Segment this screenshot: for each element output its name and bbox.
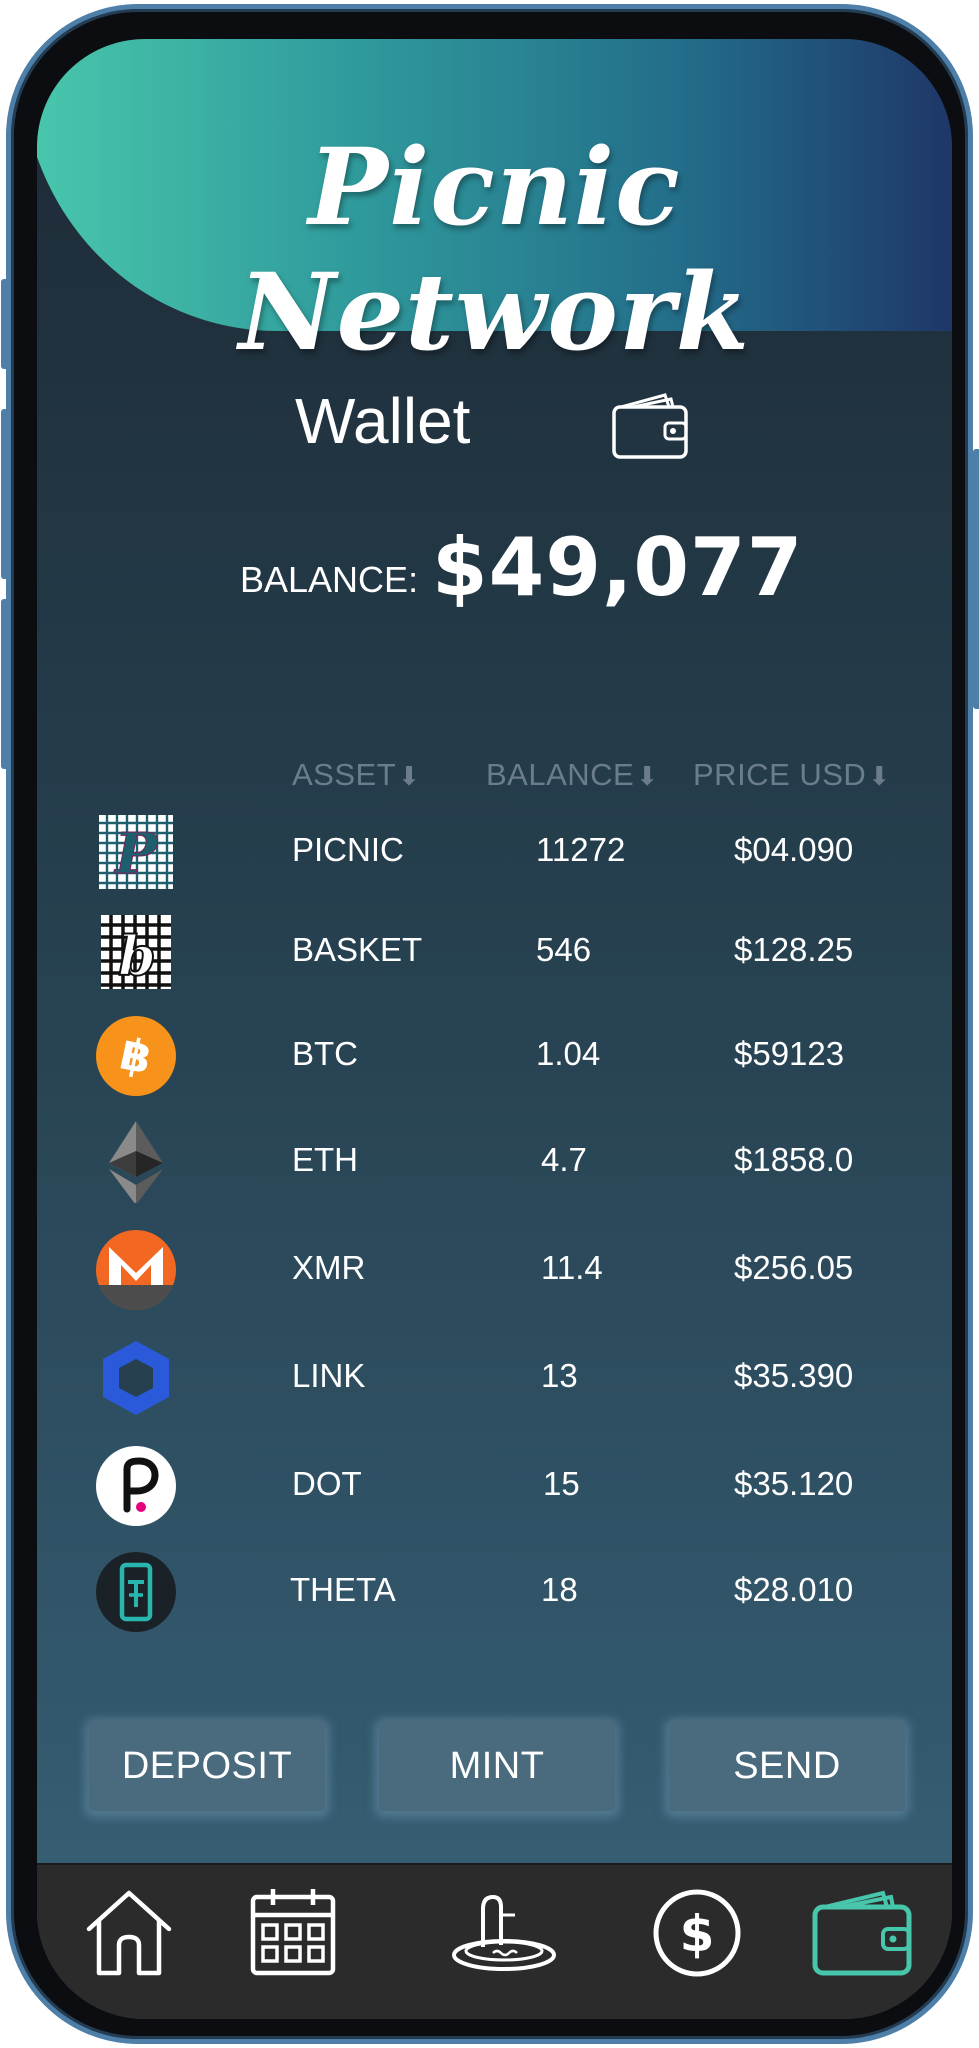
app-title: Picnic Network bbox=[238, 124, 751, 374]
side-button bbox=[1, 409, 9, 579]
deposit-button[interactable]: DEPOSIT bbox=[89, 1721, 325, 1811]
column-header-asset[interactable]: ASSET⬇ bbox=[292, 757, 420, 793]
table-row[interactable]: LINK 13 $35.390 bbox=[37, 1337, 952, 1417]
asset-balance: 4.7 bbox=[541, 1141, 587, 1178]
asset-balance: 15 bbox=[543, 1465, 580, 1502]
bottom-nav: $ bbox=[37, 1863, 952, 2019]
asset-price: $59123 bbox=[734, 1035, 845, 1072]
arrow-down-icon: ⬇ bbox=[636, 761, 659, 791]
polkadot-icon bbox=[96, 1446, 176, 1526]
column-header-label: PRICE USD bbox=[693, 757, 867, 792]
mint-button[interactable]: MINT bbox=[379, 1721, 615, 1811]
table-row[interactable]: P PICNIC 11272 $04.090 bbox=[37, 811, 952, 891]
table-row[interactable]: ฿ BTC 1.04 $59123 bbox=[37, 1015, 952, 1096]
asset-price: $35.390 bbox=[734, 1357, 854, 1394]
column-header-label: BALANCE bbox=[486, 757, 635, 792]
asset-price: $04.090 bbox=[734, 831, 854, 868]
asset-price: $1858.0 bbox=[734, 1141, 854, 1178]
send-button[interactable]: SEND bbox=[669, 1721, 905, 1811]
table-row[interactable]: b BASKET 546 $128.25 bbox=[37, 911, 952, 991]
monero-icon bbox=[96, 1230, 176, 1310]
chainlink-icon bbox=[103, 1341, 169, 1415]
asset-name: XMR bbox=[292, 1249, 366, 1286]
asset-name: THETA bbox=[290, 1571, 396, 1608]
asset-balance: 13 bbox=[541, 1357, 578, 1394]
asset-name: BTC bbox=[292, 1035, 358, 1072]
ethereum-icon bbox=[109, 1121, 163, 1203]
asset-price: $128.25 bbox=[734, 931, 854, 968]
wallet-title: Wallet bbox=[295, 385, 471, 457]
app-header bbox=[37, 39, 952, 331]
wallet-icon[interactable] bbox=[811, 1885, 915, 1981]
asset-price: $256.05 bbox=[734, 1249, 854, 1286]
svg-text:b: b bbox=[118, 924, 156, 988]
screen: Picnic Network Wallet BALANCE: $49,077 A… bbox=[37, 39, 952, 2019]
asset-price: $35.120 bbox=[734, 1465, 854, 1502]
side-button bbox=[973, 449, 979, 709]
picnic-basket-icon[interactable] bbox=[449, 1885, 559, 1981]
asset-balance: 11.4 bbox=[541, 1249, 603, 1286]
home-icon[interactable] bbox=[81, 1885, 177, 1981]
table-row[interactable]: ETH 4.7 $1858.0 bbox=[37, 1121, 952, 1203]
asset-name: ETH bbox=[292, 1141, 358, 1178]
dollar-icon[interactable]: $ bbox=[649, 1885, 745, 1981]
asset-name: BASKET bbox=[292, 931, 423, 968]
asset-price: $28.010 bbox=[734, 1571, 854, 1608]
table-row[interactable]: XMR 11.4 $256.05 bbox=[37, 1229, 952, 1310]
calendar-icon[interactable] bbox=[245, 1885, 341, 1981]
table-row[interactable]: THETA 18 $28.010 bbox=[37, 1551, 952, 1632]
asset-balance: 11272 bbox=[536, 831, 626, 868]
phone-frame: Picnic Network Wallet BALANCE: $49,077 A… bbox=[1, 4, 979, 2044]
asset-balance: 18 bbox=[541, 1571, 578, 1608]
column-header-label: ASSET bbox=[292, 757, 397, 792]
balance-value: $49,077 bbox=[432, 521, 804, 614]
arrow-down-icon: ⬇ bbox=[398, 761, 421, 791]
side-button bbox=[1, 279, 9, 369]
side-button bbox=[1, 599, 9, 769]
table-row[interactable]: DOT 15 $35.120 bbox=[37, 1445, 952, 1526]
theta-icon bbox=[96, 1552, 176, 1632]
arrow-down-icon: ⬇ bbox=[868, 761, 891, 791]
action-bar: DEPOSIT MINT SEND bbox=[37, 1721, 952, 1815]
asset-name: LINK bbox=[292, 1357, 366, 1394]
svg-text:P: P bbox=[113, 821, 159, 887]
wallet-icon bbox=[612, 393, 688, 459]
column-header-price[interactable]: PRICE USD⬇ bbox=[693, 757, 891, 793]
asset-name: DOT bbox=[292, 1465, 362, 1502]
asset-name: PICNIC bbox=[292, 831, 404, 868]
asset-balance: 1.04 bbox=[536, 1035, 601, 1072]
basket-logo-icon: b bbox=[101, 915, 171, 989]
column-header-balance[interactable]: BALANCE⬇ bbox=[486, 757, 659, 793]
asset-balance: 546 bbox=[536, 931, 592, 968]
balance-label: BALANCE: bbox=[240, 559, 419, 600]
svg-text:$: $ bbox=[680, 1905, 715, 1963]
picnic-logo-icon: P bbox=[99, 815, 173, 889]
bitcoin-icon: ฿ bbox=[96, 1016, 176, 1096]
